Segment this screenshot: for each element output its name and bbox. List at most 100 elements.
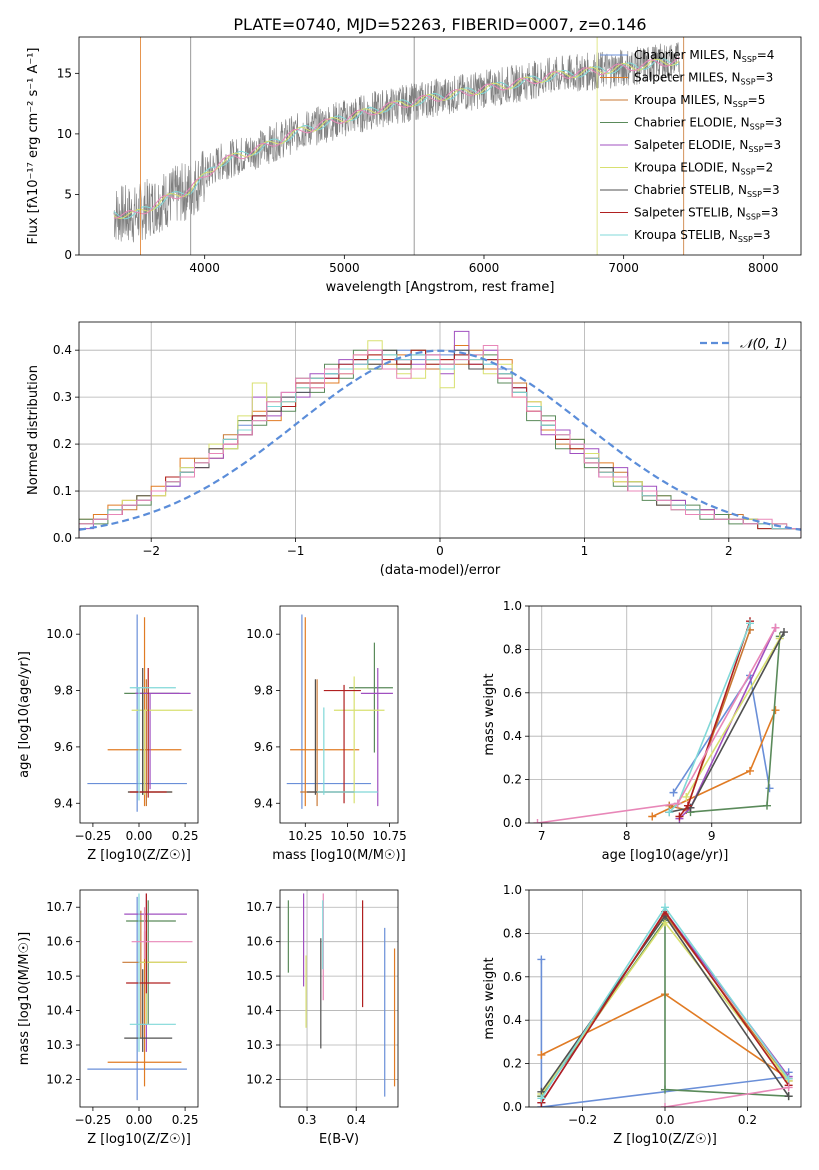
weight-series bbox=[685, 638, 781, 798]
weight-marker bbox=[771, 623, 780, 632]
x-axis-label: Z [log10(Z/Z☉)] bbox=[87, 1132, 191, 1147]
weight-marker bbox=[683, 801, 692, 810]
weight-marker bbox=[537, 1050, 546, 1059]
x-tick-label: 0.00 bbox=[126, 1113, 153, 1127]
x-axis-label: age [log10(age/yr)] bbox=[602, 848, 729, 863]
x-tick-label: −0.2 bbox=[568, 1113, 597, 1127]
y-tick-label: 0.3 bbox=[53, 390, 72, 404]
x-axis-label: E(B-V) bbox=[319, 1132, 359, 1147]
y-tick-label: 1.0 bbox=[503, 883, 522, 897]
x-tick-label: 8 bbox=[623, 829, 631, 843]
y-axis-label: mass weight bbox=[482, 673, 497, 755]
x-tick-label: 7 bbox=[538, 829, 546, 843]
x-tick-label: 4000 bbox=[189, 261, 220, 275]
x-axis-label: (data-model)/error bbox=[380, 563, 501, 578]
y-tick-label: 9.4 bbox=[254, 796, 273, 810]
y-tick-label: 0.2 bbox=[503, 1057, 522, 1071]
weight-marker bbox=[673, 799, 682, 808]
x-tick-label: 10.50 bbox=[330, 829, 364, 843]
plot-area bbox=[287, 893, 396, 1097]
x-tick-label: 10.75 bbox=[372, 829, 406, 843]
y-tick-label: 0.4 bbox=[53, 343, 72, 357]
histogram-series bbox=[79, 345, 801, 538]
weight-series bbox=[540, 917, 789, 1097]
weight-marker bbox=[763, 801, 771, 810]
legend-suffix: =3 bbox=[753, 228, 771, 242]
plot-area bbox=[79, 330, 801, 538]
weight-marker bbox=[784, 1083, 793, 1092]
legend-suffix: =5 bbox=[748, 93, 766, 107]
legend: 𝒩(0, 1) bbox=[700, 337, 787, 352]
y-tick-label: 10.4 bbox=[46, 1004, 73, 1018]
y-axis-label: age [log10(age/yr)] bbox=[17, 651, 32, 778]
x-axis-label: Z [log10(Z/Z☉)] bbox=[87, 848, 191, 863]
legend-suffix: =2 bbox=[756, 161, 774, 175]
legend-suffix: =3 bbox=[763, 138, 781, 152]
y-tick-label: 0.8 bbox=[503, 926, 522, 940]
axes-frame bbox=[78, 36, 802, 256]
legend-suffix: =3 bbox=[765, 116, 783, 130]
y-tick-label: 10.0 bbox=[46, 627, 73, 641]
legend-label: Chabrier ELODIE, NSSP=3 bbox=[634, 116, 782, 132]
y-tick-label: 10.6 bbox=[46, 935, 73, 949]
x-tick-label: 0.4 bbox=[347, 1113, 366, 1127]
x-tick-label: 0.25 bbox=[172, 1113, 199, 1127]
panel-residual-histogram: −2 −1 0 1 2 0.0 0.1 0.2 0.3 0.4 (data-model)/error… bbox=[26, 321, 802, 578]
panel-mass-vs-ebv: 0.3 0.4 10.2 10.3 10.4 10.5 10.6 10.7 E(B-V) bbox=[246, 889, 399, 1147]
y-tick-label: 10.5 bbox=[246, 969, 273, 983]
y-tick-label: 10 bbox=[57, 127, 72, 141]
legend-subscript: SSP bbox=[733, 100, 748, 109]
legend-subscript: SSP bbox=[750, 123, 765, 132]
weight-marker bbox=[746, 766, 754, 775]
plot-area bbox=[286, 614, 393, 809]
legend-label: Salpeter ELODIE, NSSP=3 bbox=[634, 138, 781, 154]
x-tick-label: 2 bbox=[725, 544, 733, 558]
y-tick-label: 0.4 bbox=[503, 729, 522, 743]
y-axis-label: Normed distribution bbox=[26, 365, 41, 495]
legend-suffix: =3 bbox=[762, 183, 780, 197]
weight-marker bbox=[661, 1103, 669, 1107]
x-tick-label: −2 bbox=[142, 544, 160, 558]
weight-marker bbox=[765, 784, 774, 793]
x-tick-label: 0.2 bbox=[738, 1113, 757, 1127]
y-tick-label: 0.2 bbox=[53, 437, 72, 451]
x-tick-label: −1 bbox=[287, 544, 305, 558]
plot-area bbox=[537, 903, 793, 1107]
x-axis-label: wavelength [Angstrom, rest frame] bbox=[326, 280, 555, 295]
weight-marker bbox=[537, 1094, 546, 1103]
x-tick-label: 5000 bbox=[329, 261, 360, 275]
x-tick-label: 0 bbox=[436, 544, 444, 558]
gaussian-reference-curve bbox=[79, 349, 801, 531]
weight-marker bbox=[780, 628, 788, 637]
y-tick-label: 9.6 bbox=[54, 740, 73, 754]
y-tick-label: 10.7 bbox=[246, 900, 273, 914]
y-axis-label: mass [log10(M/M☉)] bbox=[17, 932, 32, 1065]
y-tick-label: 10.2 bbox=[46, 1072, 73, 1086]
legend-subscript: SSP bbox=[742, 55, 757, 64]
axes-frame bbox=[279, 605, 399, 824]
x-tick-label: 0.0 bbox=[655, 1113, 674, 1127]
x-axis-label: Z [log10(Z/Z☉)] bbox=[613, 1132, 717, 1147]
panel-spectrum: 4000 5000 6000 7000 8000 0 5 10 15 wavelength [An… bbox=[26, 36, 802, 295]
plot-area bbox=[87, 893, 193, 1101]
axes-frame bbox=[528, 605, 802, 824]
y-axis-label: mass weight bbox=[482, 957, 497, 1039]
weight-marker bbox=[648, 812, 657, 821]
x-tick-label: 0.25 bbox=[172, 829, 199, 843]
y-tick-label: 0.2 bbox=[503, 773, 522, 787]
x-tick-label: 0.00 bbox=[126, 829, 153, 843]
y-tick-label: 5 bbox=[64, 187, 72, 201]
y-tick-label: 9.8 bbox=[54, 684, 73, 698]
weight-marker bbox=[537, 955, 546, 964]
legend-label: Kroupa ELODIE, NSSP=2 bbox=[634, 161, 773, 177]
y-tick-label: 10.3 bbox=[46, 1038, 73, 1052]
legend-label: Chabrier MILES, NSSP=4 bbox=[634, 48, 774, 64]
x-tick-label: −0.25 bbox=[75, 1113, 112, 1127]
y-tick-label: 10.0 bbox=[246, 627, 273, 641]
y-tick-label: 10.2 bbox=[246, 1072, 273, 1086]
y-tick-label: 0.6 bbox=[503, 686, 522, 700]
weight-marker bbox=[665, 808, 674, 817]
legend-label: Chabrier STELIB, NSSP=3 bbox=[634, 183, 780, 199]
weight-marker bbox=[784, 1092, 793, 1101]
legend-label: 𝒩(0, 1) bbox=[740, 337, 787, 352]
